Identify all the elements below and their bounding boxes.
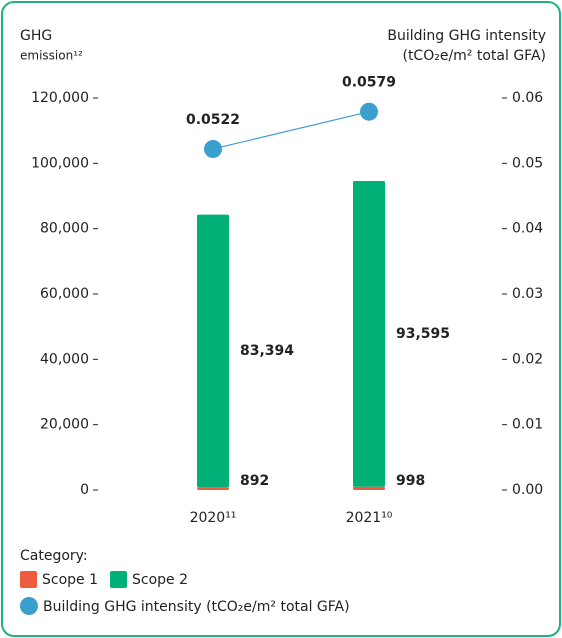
y-tick-label: 120,000 [31, 90, 89, 106]
legend-swatch [20, 571, 37, 588]
y-tick-label: 40,000 [40, 351, 89, 367]
y-tick-label: 80,000 [40, 221, 89, 237]
bar-segment [353, 180, 385, 487]
y2-tick-label: 0.03 [512, 286, 543, 302]
value-label: 83,394 [240, 343, 294, 359]
legend-swatch [110, 571, 128, 588]
legend-label: Scope 2 [132, 572, 188, 588]
y2-axis-title: Building GHG intensity [387, 28, 546, 44]
y2-tick-label: 0.02 [512, 351, 543, 367]
legend-title: Category: [20, 548, 88, 564]
point [204, 139, 222, 158]
y2-axis-title: (tCO₂e/m² total GFA) [402, 48, 546, 64]
y-tick-label: 0 [80, 482, 89, 498]
bar-segment [197, 214, 229, 488]
value-label: 93,595 [396, 326, 450, 342]
point [360, 102, 378, 121]
y-tick-label: 100,000 [31, 155, 89, 171]
y2-tick-label: 0.01 [512, 417, 543, 433]
legend-swatch [20, 597, 38, 615]
y-axis-title: emission¹² [20, 49, 83, 63]
value-label: 0.0579 [342, 75, 396, 91]
y-tick-label: 20,000 [40, 417, 89, 433]
y2-tick-label: 0.06 [512, 90, 543, 106]
y2-tick-label: 0.00 [512, 482, 543, 498]
bar-segment [353, 486, 385, 490]
line [212, 111, 370, 150]
legend-label: Building GHG intensity (tCO₂e/m² total G… [43, 599, 350, 615]
y2-tick-label: 0.05 [512, 155, 543, 171]
y-tick-label: 60,000 [40, 286, 89, 302]
value-label: 0.0522 [186, 112, 240, 128]
bar-segment [197, 487, 229, 490]
x-tick-label: 2021¹⁰ [346, 510, 393, 526]
y-axis-title: GHG [20, 28, 52, 44]
value-label: 998 [396, 473, 425, 489]
legend-label: Scope 1 [42, 572, 98, 588]
value-label: 892 [240, 473, 269, 489]
y2-tick-label: 0.04 [512, 221, 543, 237]
x-tick-label: 2020¹¹ [190, 510, 237, 526]
